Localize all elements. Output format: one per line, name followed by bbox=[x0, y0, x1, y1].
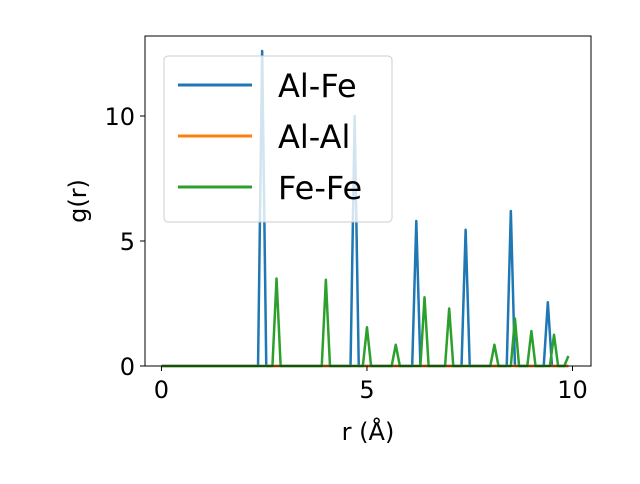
legend-box bbox=[163, 55, 393, 223]
legend-label-al-al: Al-Al bbox=[278, 118, 350, 156]
x-axis-label: r (Å) bbox=[342, 417, 395, 446]
x-tick-label: 10 bbox=[557, 376, 588, 404]
axis-ticks: 0 5 10 0 5 10 bbox=[104, 103, 587, 404]
y-tick-label: 10 bbox=[104, 103, 135, 131]
x-tick-label: 0 bbox=[154, 376, 169, 404]
y-axis-label: g(r) bbox=[64, 179, 92, 223]
legend-label-fe-fe: Fe-Fe bbox=[278, 169, 362, 207]
legend-label-al-fe: Al-Fe bbox=[278, 67, 357, 105]
x-tick-label: 5 bbox=[359, 376, 374, 404]
axes-frame bbox=[144, 35, 592, 367]
y-tick-label: 5 bbox=[120, 228, 135, 256]
y-tick-label: 0 bbox=[120, 353, 135, 381]
legend: Al-Fe Al-Al Fe-Fe bbox=[163, 55, 393, 223]
